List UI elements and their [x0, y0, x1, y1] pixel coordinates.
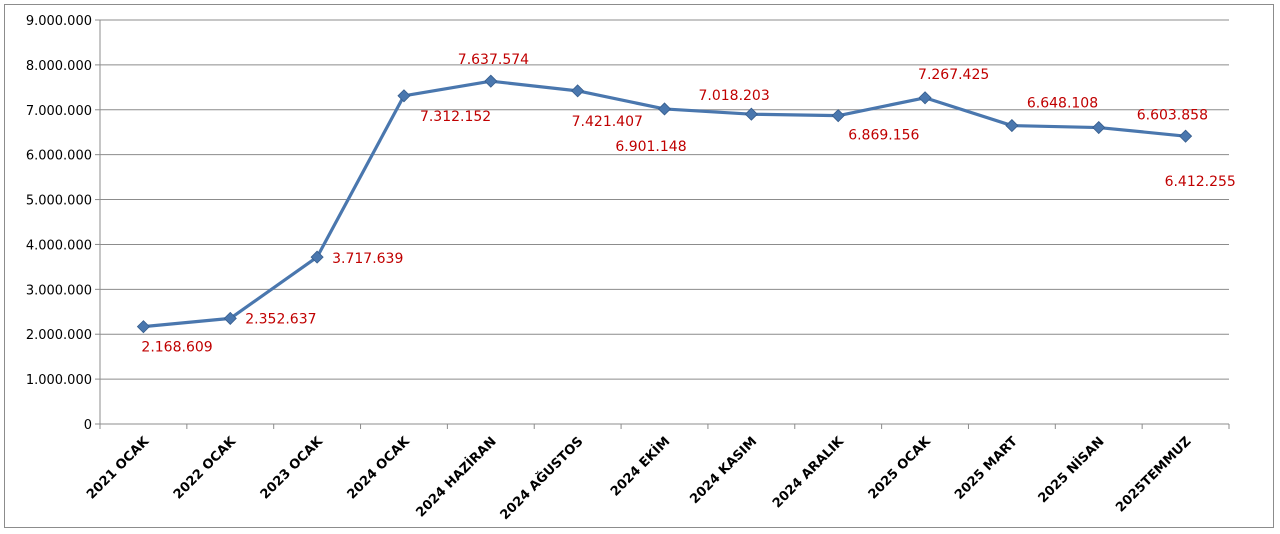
data-label: 7.421.407 [572, 114, 643, 130]
data-point-marker [136, 320, 150, 334]
data-point-marker [744, 107, 758, 121]
data-point-marker [1005, 119, 1019, 133]
y-tick-label: 5.000.000 [26, 194, 92, 209]
x-tick-label: 2025 MART [952, 434, 1021, 503]
data-point-marker [1092, 120, 1106, 135]
x-tick-label: 2025 NİSAN [1035, 434, 1108, 507]
x-tick-label: 2025 OCAK [866, 434, 935, 503]
y-tick-label: 8.000.000 [26, 59, 92, 74]
x-tick-label: 2024 HAZİRAN [413, 434, 500, 521]
chart-frame: 0 1.000.000 2.000.000 3.000.000 4.000.000 5.0… [4, 4, 1274, 528]
data-label: 6.412.255 [1165, 174, 1236, 190]
data-label: 2.168.609 [141, 340, 212, 356]
x-tick-label: 2024 EKİM [607, 434, 673, 500]
data-point-marker [657, 102, 672, 116]
y-tick-label: 0 [84, 418, 92, 433]
x-tick-label: 2023 OCAK [258, 434, 327, 503]
data-point-marker [484, 74, 498, 88]
data-label: 7.637.574 [458, 52, 529, 68]
data-point-marker [310, 250, 324, 264]
x-tick-label: 2022 OCAK [171, 434, 240, 503]
y-tick-label: 6.000.000 [26, 149, 92, 164]
data-point-marker [397, 89, 411, 103]
y-tick-label: 2.000.000 [26, 328, 92, 343]
y-tick-label: 1.000.000 [26, 373, 92, 388]
x-tick-label: 2024 AĞUSTOS [497, 434, 587, 524]
data-point-marker [1179, 129, 1193, 143]
x-tick-label: 2024 OCAK [345, 434, 414, 503]
data-label: 6.648.108 [1027, 96, 1098, 112]
data-point-marker [831, 109, 845, 123]
data-label: 6.603.858 [1137, 108, 1208, 124]
data-point-marker [223, 311, 237, 325]
y-tick-label: 4.000.000 [26, 238, 92, 253]
data-label: 3.717.639 [332, 251, 403, 267]
y-tick-label: 3.000.000 [26, 283, 92, 298]
y-tick-label: 7.000.000 [26, 104, 92, 119]
data-label: 6.869.156 [848, 128, 919, 144]
y-axis: 0 1.000.000 2.000.000 3.000.000 4.000.000 5.0… [26, 14, 101, 433]
x-tick-label: 2024 ARALIK [770, 434, 848, 512]
data-label: 6.901.148 [615, 139, 686, 155]
y-tick-label: 9.000.000 [26, 14, 92, 29]
line-chart: 0 1.000.000 2.000.000 3.000.000 4.000.000 5.0… [26, 14, 1236, 524]
x-axis: 2021 OCAK 2022 OCAK 2023 OCAK 2024 OCAK 2024… [84, 423, 1230, 524]
data-label: 7.018.203 [699, 88, 770, 104]
data-point-marker [571, 84, 585, 98]
series-markers [136, 74, 1193, 334]
x-tick-label: 2025TEMMUZ [1113, 434, 1194, 515]
data-label: 7.312.152 [420, 109, 491, 125]
data-point-marker [918, 91, 932, 105]
x-tick-label: 2024 KASIM [687, 434, 760, 507]
x-tick-label: 2021 OCAK [84, 434, 153, 503]
data-label: 7.267.425 [918, 67, 989, 83]
data-labels: 2.168.609 2.352.637 3.717.639 7.312.152 7.63… [141, 52, 1235, 355]
gridlines [100, 19, 1229, 380]
data-label: 2.352.637 [245, 311, 316, 327]
